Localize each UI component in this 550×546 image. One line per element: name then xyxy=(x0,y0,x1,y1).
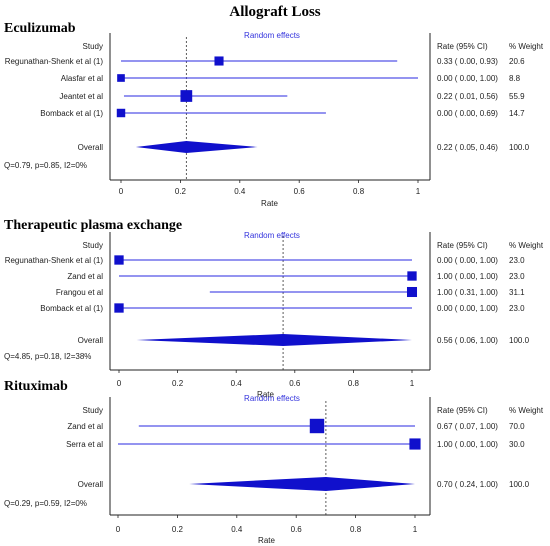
study-point-marker xyxy=(214,56,224,66)
study-label: Bomback et al (1) xyxy=(40,109,103,118)
rate-column-header: Rate (95% CI) xyxy=(437,42,488,51)
study-label: Alasfar et al xyxy=(61,74,103,83)
study-weight: 23.0 xyxy=(509,256,525,265)
rate-column-header: Rate (95% CI) xyxy=(437,406,488,415)
study-label: Zand et al xyxy=(67,272,103,281)
study-point-marker xyxy=(116,108,126,118)
study-column-header: Study xyxy=(83,42,103,51)
model-label: Random effects xyxy=(244,394,300,403)
study-label: Jeantet et al xyxy=(59,92,103,101)
x-tick-label: 0.8 xyxy=(353,187,365,196)
study-label: Bomback et al (1) xyxy=(40,304,103,313)
study-label: Regunathan-Shenk et al (1) xyxy=(5,57,104,66)
overall-rate-ci: 0.22 ( 0.05, 0.46) xyxy=(437,143,498,152)
study-rate-ci: 0.33 ( 0.00, 0.93) xyxy=(437,57,498,66)
panels: Eculizumab Study Rate (95% CI) % Weight Rand… xyxy=(4,21,544,545)
study-rate-ci: 0.22 ( 0.01, 0.56) xyxy=(437,92,498,101)
overall-diamond xyxy=(189,477,415,491)
overall-label: Overall xyxy=(78,480,104,489)
model-label: Random effects xyxy=(244,31,300,40)
panel-title: Eculizumab xyxy=(4,21,76,36)
study-rate-ci: 0.00 ( 0.00, 1.00) xyxy=(437,256,498,265)
study-weight: 8.8 xyxy=(509,74,521,83)
study-point-marker xyxy=(180,90,193,102)
x-tick-label: 0.6 xyxy=(289,379,301,388)
weight-column-header: % Weight xyxy=(509,42,544,51)
x-tick-label: 0.6 xyxy=(294,187,306,196)
x-tick-label: 1 xyxy=(413,525,418,534)
study-weight: 23.0 xyxy=(509,272,525,281)
weight-column-header: % Weight xyxy=(509,241,544,250)
x-tick-label: 0 xyxy=(119,187,124,196)
study-weight: 14.7 xyxy=(509,109,525,118)
study-rate-ci: 1.00 ( 0.31, 1.00) xyxy=(437,288,498,297)
overall-diamond xyxy=(135,141,258,153)
study-rate-ci: 0.00 ( 0.00, 1.00) xyxy=(437,74,498,83)
study-point-marker xyxy=(407,271,417,281)
x-tick-label: 0.8 xyxy=(350,525,362,534)
x-tick-label: 0.4 xyxy=(231,379,243,388)
overall-diamond xyxy=(136,334,412,346)
study-rate-ci: 0.00 ( 0.00, 0.69) xyxy=(437,109,498,118)
study-weight: 31.1 xyxy=(509,288,525,297)
overall-rate-ci: 0.70 ( 0.24, 1.00) xyxy=(437,480,498,489)
study-label: Serra et al xyxy=(66,440,103,449)
study-weight: 23.0 xyxy=(509,304,525,313)
figure-title: Allograft Loss xyxy=(229,4,320,20)
study-rate-ci: 0.00 ( 0.00, 1.00) xyxy=(437,304,498,313)
study-weight: 55.9 xyxy=(509,92,525,101)
x-tick-label: 1 xyxy=(416,187,421,196)
study-label: Frangou et al xyxy=(56,288,103,297)
heterogeneity-stats: Q=0.79, p=0.85, I2=0% xyxy=(4,161,87,170)
overall-label: Overall xyxy=(78,143,104,152)
x-tick-label: 0.4 xyxy=(231,525,243,534)
overall-label: Overall xyxy=(78,336,104,345)
study-point-marker xyxy=(117,74,125,82)
study-point-marker xyxy=(309,418,325,434)
weight-column-header: % Weight xyxy=(509,406,544,415)
overall-rate-ci: 0.56 ( 0.06, 1.00) xyxy=(437,336,498,345)
x-tick-label: 1 xyxy=(410,379,415,388)
study-weight: 20.6 xyxy=(509,57,525,66)
forest-panel-1: Eculizumab Study Rate (95% CI) % Weight Rand… xyxy=(4,21,544,208)
study-column-header: Study xyxy=(83,406,103,415)
study-point-marker xyxy=(114,303,124,313)
overall-weight: 100.0 xyxy=(509,336,530,345)
x-tick-label: 0.2 xyxy=(172,525,184,534)
study-label: Regunathan-Shenk et al (1) xyxy=(5,256,104,265)
model-label: Random effects xyxy=(244,231,300,240)
heterogeneity-stats: Q=0.29, p=0.59, I2=0% xyxy=(4,499,87,508)
study-rate-ci: 0.67 ( 0.07, 1.00) xyxy=(437,422,498,431)
x-tick-label: 0 xyxy=(116,525,121,534)
study-weight: 30.0 xyxy=(509,440,525,449)
study-point-marker xyxy=(114,255,124,265)
x-tick-label: 0 xyxy=(117,379,122,388)
study-point-marker xyxy=(409,438,421,450)
study-column-header: Study xyxy=(83,241,103,250)
x-tick-label: 0.6 xyxy=(291,525,303,534)
forest-panel-3: Rituximab Study Rate (95% CI) % Weight Rando… xyxy=(4,379,544,545)
panel-title: Therapeutic plasma exchange xyxy=(4,218,182,233)
overall-weight: 100.0 xyxy=(509,143,530,152)
study-rate-ci: 1.00 ( 0.00, 1.00) xyxy=(437,440,498,449)
x-tick-label: 0.8 xyxy=(348,379,360,388)
study-label: Zand et al xyxy=(67,422,103,431)
x-axis-label: Rate xyxy=(257,390,274,399)
rate-column-header: Rate (95% CI) xyxy=(437,241,488,250)
study-rate-ci: 1.00 ( 0.00, 1.00) xyxy=(437,272,498,281)
x-tick-label: 0.2 xyxy=(175,187,187,196)
study-weight: 70.0 xyxy=(509,422,525,431)
x-tick-label: 0.2 xyxy=(172,379,184,388)
forest-panel-2: Therapeutic plasma exchange Study Rate (95… xyxy=(4,218,544,399)
overall-weight: 100.0 xyxy=(509,480,530,489)
panel-title: Rituximab xyxy=(4,379,68,394)
x-tick-label: 0.4 xyxy=(234,187,246,196)
heterogeneity-stats: Q=4.85, p=0.18, I2=38% xyxy=(4,352,91,361)
study-point-marker xyxy=(406,286,418,298)
x-axis-label: Rate xyxy=(261,199,278,208)
x-axis-label: Rate xyxy=(258,536,275,545)
